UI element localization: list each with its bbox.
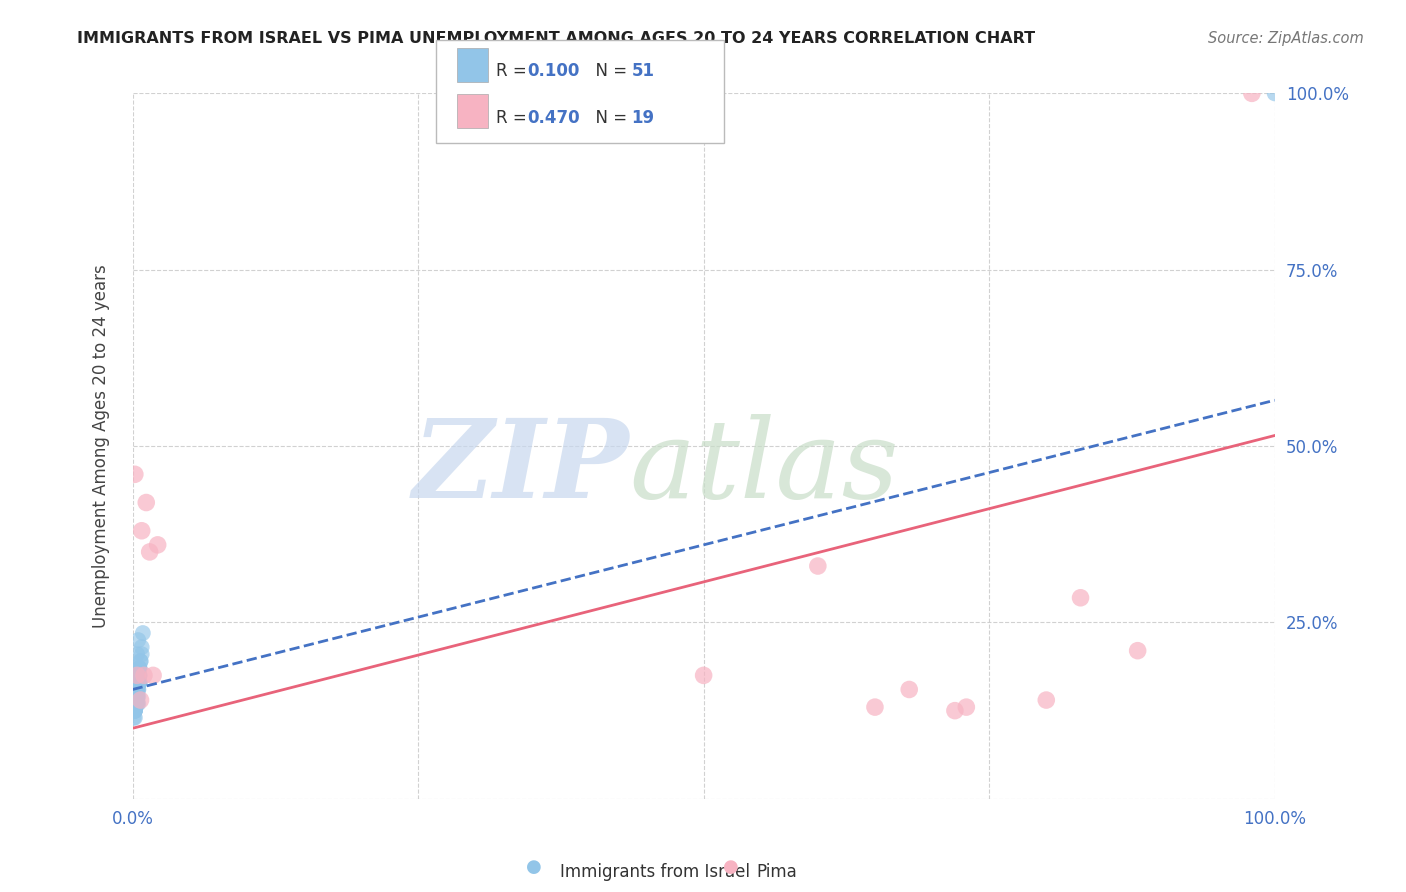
- Point: [128, 668, 150, 682]
- Point: [127, 697, 149, 711]
- Point: [125, 697, 148, 711]
- Point: [129, 654, 152, 668]
- Point: [124, 711, 146, 725]
- Point: [124, 704, 146, 718]
- Point: [127, 690, 149, 704]
- Point: [132, 626, 155, 640]
- Point: [127, 690, 149, 704]
- Text: Pima: Pima: [756, 863, 797, 881]
- Point: [125, 697, 148, 711]
- Point: [128, 668, 150, 682]
- Point: [128, 661, 150, 675]
- Point: [125, 690, 148, 704]
- Point: [127, 668, 149, 682]
- Point: [127, 668, 149, 682]
- Point: [124, 704, 146, 718]
- Point: [125, 682, 148, 697]
- Point: [127, 682, 149, 697]
- Text: 19: 19: [631, 109, 654, 127]
- Point: [127, 697, 149, 711]
- Text: Immigrants from Israel: Immigrants from Israel: [560, 863, 749, 881]
- Point: [142, 668, 165, 682]
- Point: [128, 661, 150, 675]
- Point: [955, 700, 977, 714]
- Point: [131, 640, 153, 655]
- Point: [124, 704, 146, 718]
- Point: [127, 633, 149, 648]
- Point: [127, 682, 149, 697]
- Point: [128, 675, 150, 690]
- Point: [129, 654, 152, 668]
- Text: Source: ZipAtlas.com: Source: ZipAtlas.com: [1208, 31, 1364, 46]
- Point: [125, 697, 148, 711]
- Point: [125, 690, 148, 704]
- Point: [132, 668, 155, 682]
- Point: [124, 704, 146, 718]
- Text: ZIP: ZIP: [413, 414, 630, 521]
- Text: 0.470: 0.470: [527, 109, 579, 127]
- Point: [128, 675, 150, 690]
- Point: [128, 668, 150, 682]
- Point: [127, 690, 149, 704]
- Point: [127, 668, 149, 682]
- Text: N =: N =: [585, 62, 633, 79]
- Point: [1035, 693, 1057, 707]
- Point: [128, 675, 150, 690]
- Point: [146, 538, 169, 552]
- Point: [125, 690, 148, 704]
- Point: [127, 675, 149, 690]
- Point: [127, 675, 149, 690]
- Point: [122, 711, 145, 725]
- Point: [135, 495, 157, 509]
- Text: atlas: atlas: [630, 414, 898, 521]
- Text: 51: 51: [631, 62, 654, 79]
- Point: [807, 559, 830, 574]
- Point: [127, 697, 149, 711]
- Point: [124, 467, 146, 482]
- Point: [1264, 87, 1286, 101]
- Text: N =: N =: [585, 109, 633, 127]
- Point: [1070, 591, 1092, 605]
- Point: [127, 675, 149, 690]
- Point: [898, 682, 921, 697]
- Point: [128, 675, 150, 690]
- Text: ●: ●: [526, 858, 543, 876]
- Point: [943, 704, 966, 718]
- Point: [127, 682, 149, 697]
- Point: [127, 682, 149, 697]
- Point: [128, 661, 150, 675]
- Point: [125, 682, 148, 697]
- Point: [124, 704, 146, 718]
- Y-axis label: Unemployment Among Ages 20 to 24 years: Unemployment Among Ages 20 to 24 years: [93, 264, 110, 628]
- Point: [863, 700, 886, 714]
- Text: R =: R =: [496, 62, 533, 79]
- Point: [692, 668, 714, 682]
- Text: ●: ●: [723, 858, 740, 876]
- Point: [1126, 643, 1149, 657]
- Point: [131, 647, 153, 661]
- Point: [138, 545, 160, 559]
- Point: [129, 693, 152, 707]
- Text: 0.100: 0.100: [527, 62, 579, 79]
- Point: [125, 697, 148, 711]
- Text: R =: R =: [496, 109, 533, 127]
- Point: [127, 690, 149, 704]
- Point: [1240, 87, 1263, 101]
- Text: IMMIGRANTS FROM ISRAEL VS PIMA UNEMPLOYMENT AMONG AGES 20 TO 24 YEARS CORRELATIO: IMMIGRANTS FROM ISRAEL VS PIMA UNEMPLOYM…: [77, 31, 1035, 46]
- Point: [127, 647, 149, 661]
- Point: [131, 524, 153, 538]
- Point: [125, 697, 148, 711]
